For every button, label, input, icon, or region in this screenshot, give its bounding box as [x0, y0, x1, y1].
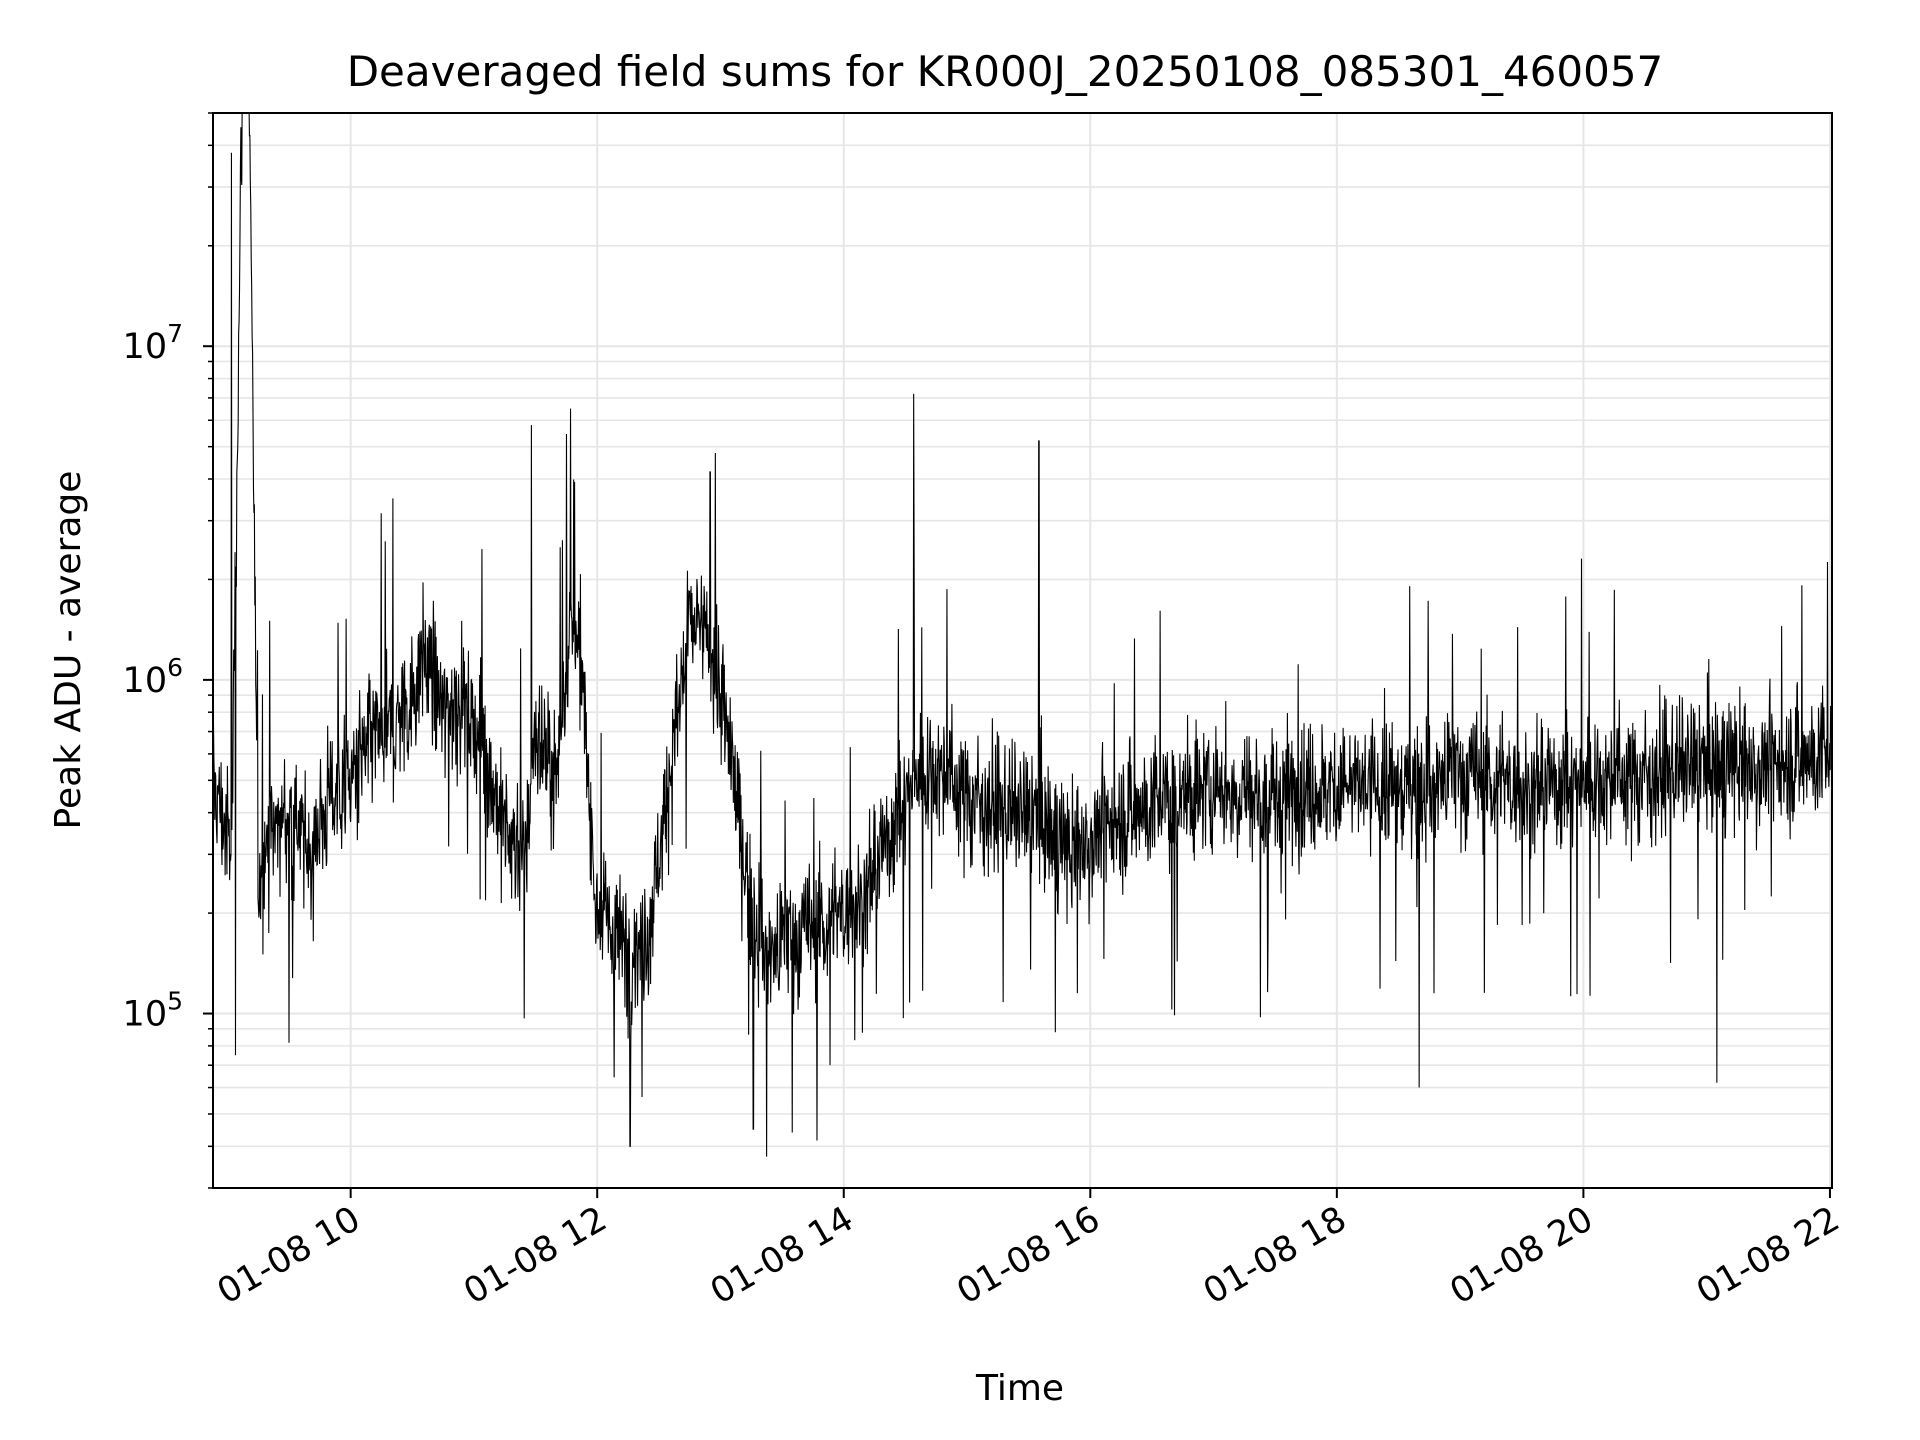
x-tick-label: 01-08 14	[704, 1199, 860, 1312]
x-tick-label: 01-08 10	[211, 1199, 367, 1312]
x-tick-label: 01-08 20	[1444, 1199, 1600, 1312]
y-tick-label: 107	[123, 319, 183, 367]
y-axis-label: Peak ADU - average	[48, 471, 89, 830]
y-tick-label: 105	[123, 987, 183, 1035]
x-tick-label: 01-08 18	[1197, 1199, 1353, 1312]
grid	[213, 112, 1832, 1189]
plot-area	[213, 113, 1832, 1157]
plot-frame	[212, 112, 1833, 1189]
x-tick-label: 01-08 12	[457, 1199, 613, 1312]
x-axis: 01-08 10 01-08 12 01-08 14 01-08 16 01-08 18…	[211, 1188, 1846, 1312]
y-tick-label: 106	[123, 653, 183, 701]
chart-title: Deaveraged field sums for KR000J_2025010…	[347, 47, 1664, 96]
x-tick-label: 01-08 16	[951, 1199, 1107, 1312]
x-tick-label: 01-08 22	[1690, 1199, 1846, 1312]
x-axis-label: Time	[975, 1368, 1064, 1409]
data-series-line	[213, 113, 1832, 1157]
y-axis: 105 106 107	[123, 112, 213, 1189]
